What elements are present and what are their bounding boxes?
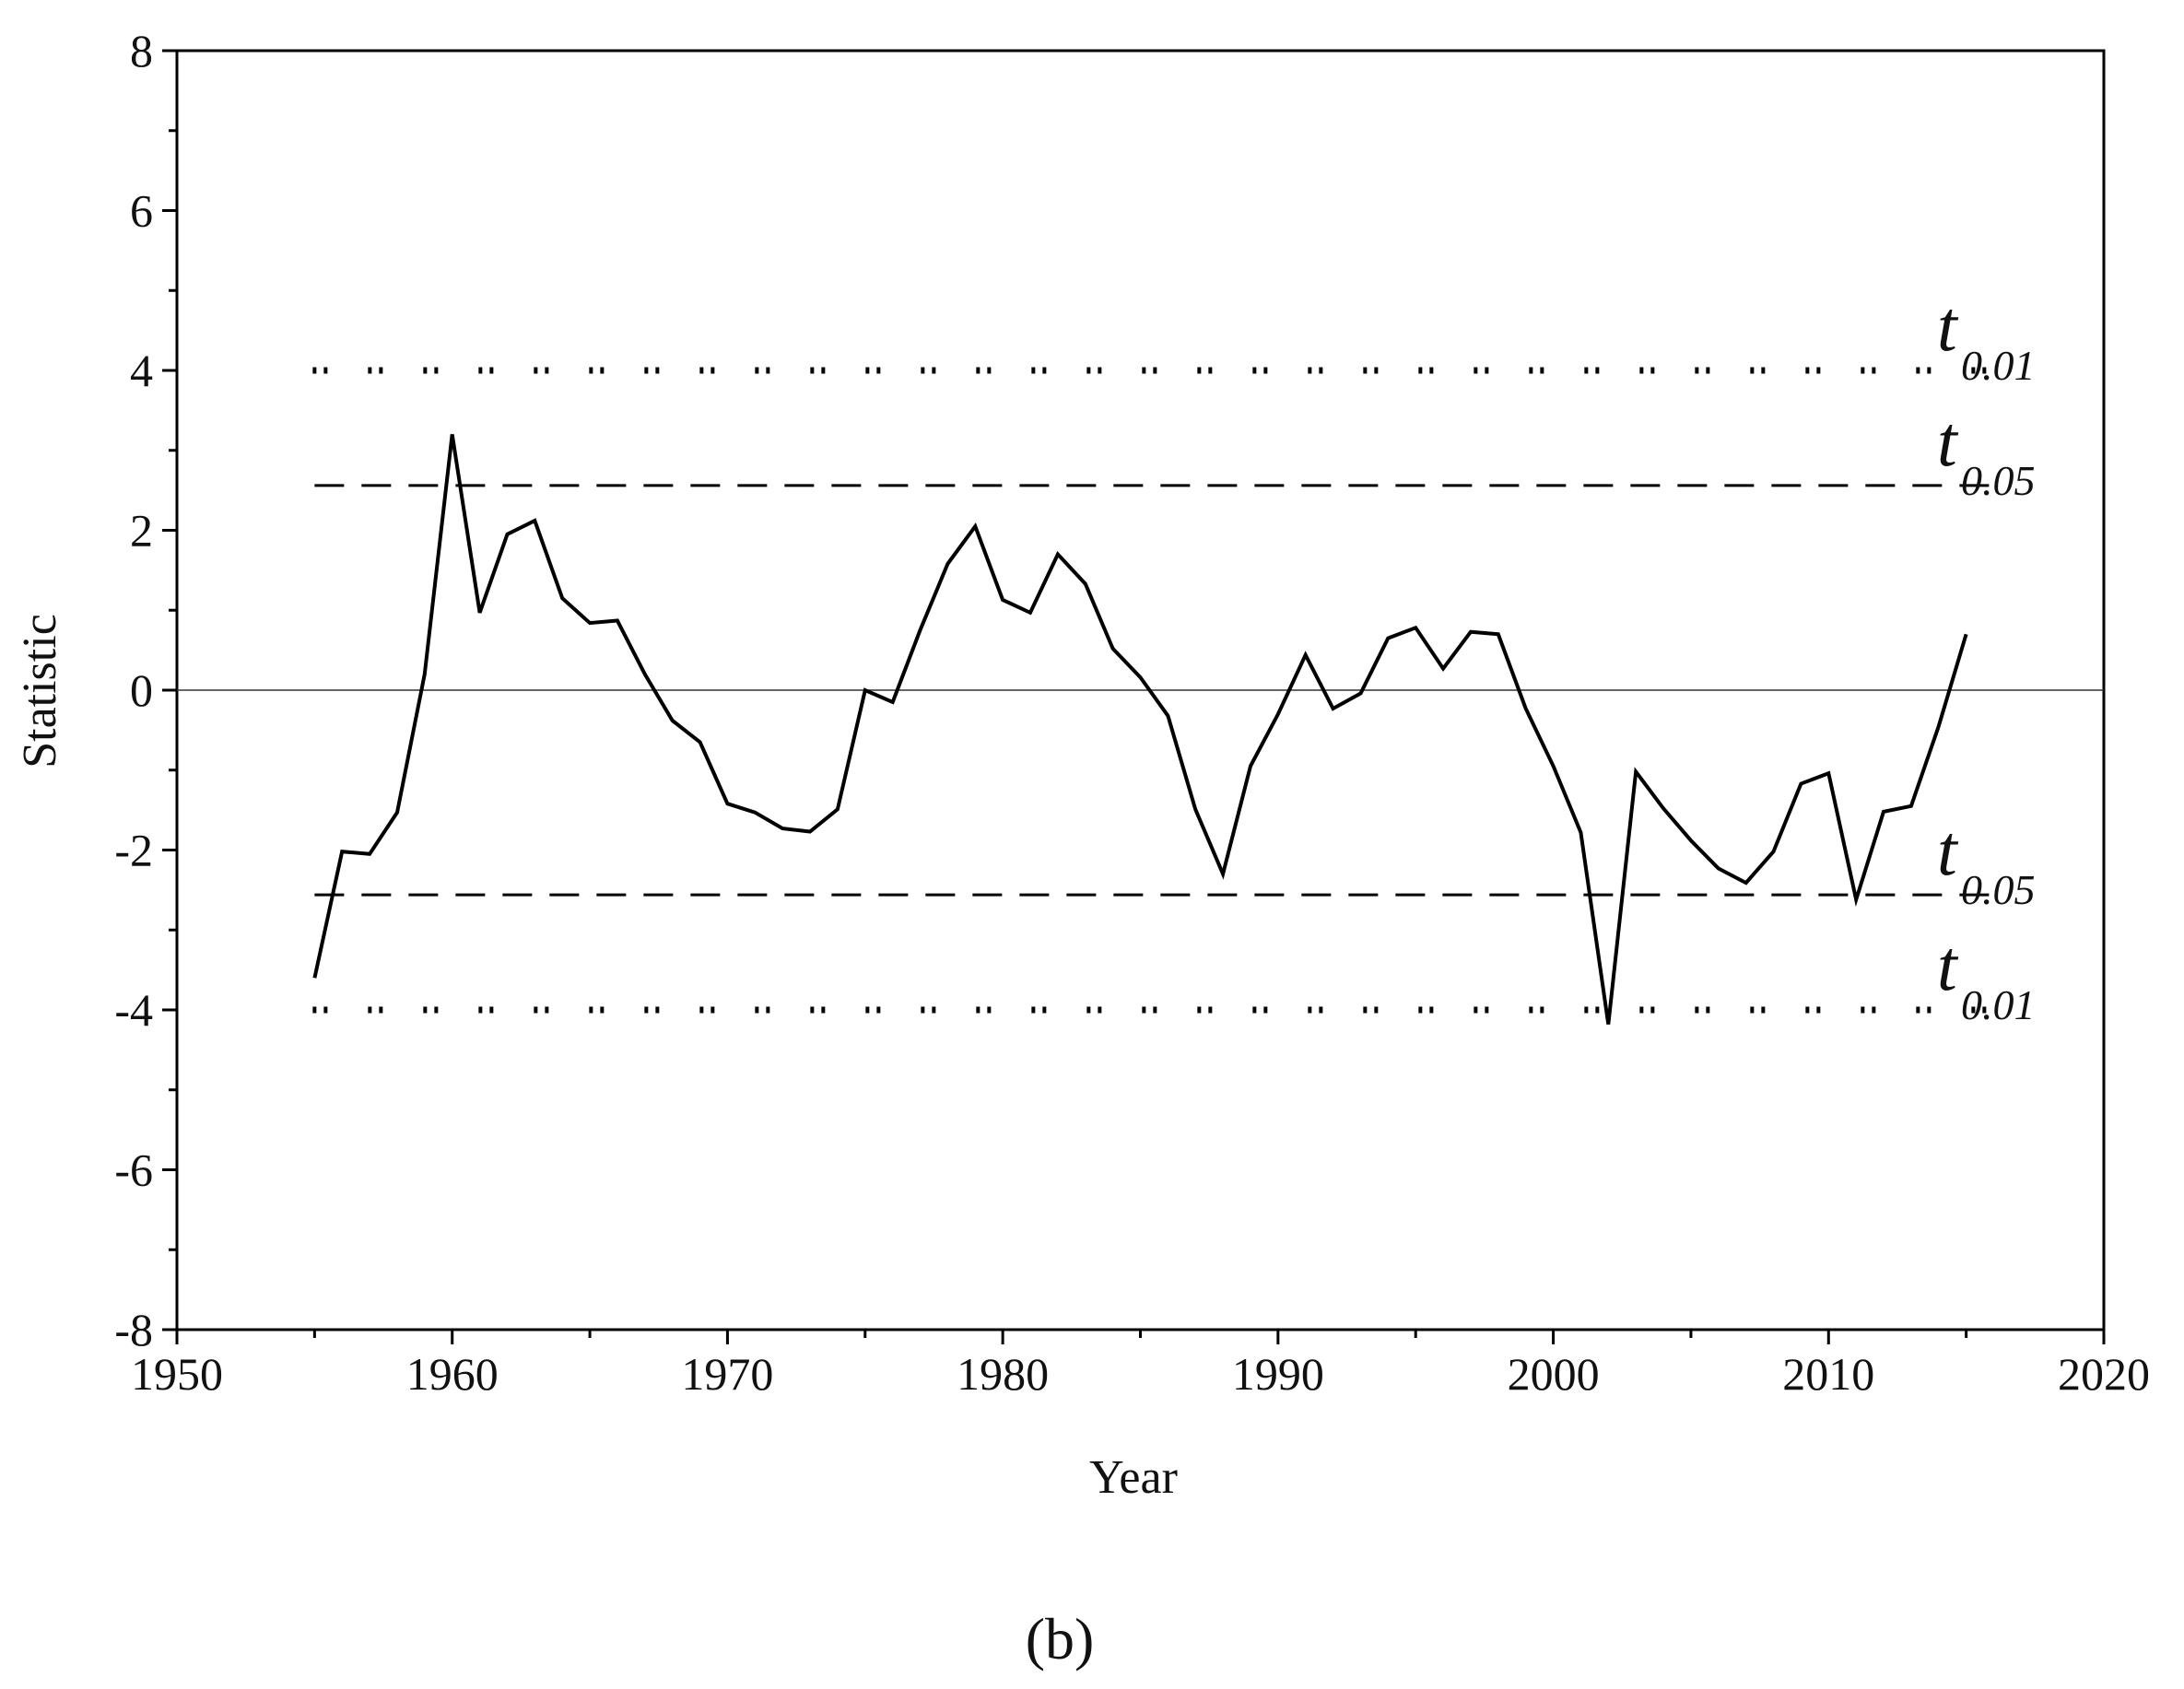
axes-layer: 1950 1960 1970 1980 1990 2000 2010 2020 -8 -6 -4 -2…	[114, 25, 2150, 1400]
reference-lines-layer	[177, 367, 2104, 1014]
y-tick-label: -2	[114, 825, 153, 876]
x-tick-label: 2020	[2058, 1348, 2150, 1400]
y-tick-label: 0	[130, 664, 153, 716]
threshold-label: t	[1937, 286, 1959, 366]
y-tick-label: 6	[130, 185, 153, 237]
y-tick-label: 4	[130, 345, 153, 396]
threshold-subscript: 0.05	[1961, 866, 2036, 913]
y-axis-title: Statistic	[14, 614, 66, 768]
series-layer	[312, 434, 1968, 1025]
y-tick-label: -6	[114, 1144, 153, 1196]
threshold-subscript: 0.05	[1961, 457, 2036, 504]
y-tick-label: 2	[130, 505, 153, 557]
x-axis-title: Year	[1089, 1451, 1178, 1504]
statistic-series-line	[312, 434, 1968, 1025]
threshold-label: t	[1937, 925, 1959, 1005]
y-tick-label: -8	[114, 1304, 153, 1355]
x-tick-label: 2010	[1782, 1348, 1874, 1400]
y-tick-label: 8	[130, 25, 153, 76]
threshold-label: t	[1937, 810, 1959, 890]
x-tick-label: 1970	[681, 1348, 773, 1400]
x-tick-label: 2000	[1508, 1348, 1600, 1400]
threshold-subscript: 0.01	[1961, 981, 2036, 1028]
labels-layer: t 0.01t 0.05t 0.05t 0.01	[1937, 286, 2036, 1028]
threshold-label: t	[1937, 401, 1959, 481]
y-tick-label: -4	[114, 984, 153, 1036]
x-tick-label: 1990	[1232, 1348, 1324, 1400]
x-tick-label: 1980	[957, 1348, 1049, 1400]
panel-label: (b)	[1026, 1606, 1095, 1671]
threshold-subscript: 0.01	[1961, 342, 2036, 389]
x-tick-label: 1950	[131, 1348, 223, 1400]
x-tick-label: 1960	[406, 1348, 499, 1400]
